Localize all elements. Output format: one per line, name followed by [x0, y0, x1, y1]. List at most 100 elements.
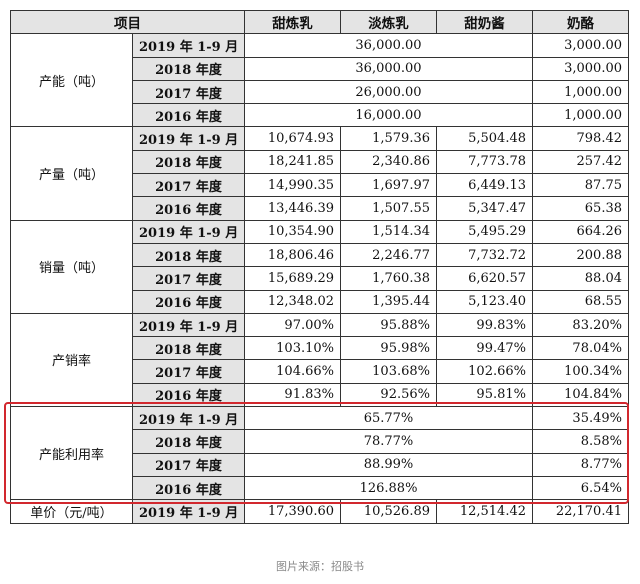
- table-row: 销量（吨） 2019 年 1-9 月 10,354.90 1,514.34 5,495.…: [10, 219, 629, 314]
- value-cell: 2,340.86: [340, 149, 437, 175]
- table-row: 产能利用率 2019 年 1-9 月 65.77% 35.49%: [10, 406, 629, 501]
- cheese-value-cell: 8.58%: [532, 429, 629, 454]
- value-cell: 18,241.85: [244, 149, 341, 175]
- value-cell: 10,526.89: [340, 499, 437, 524]
- table-row: 2018 年度 18,241.85 2,340.86 7,773.78 257.42: [11, 149, 629, 175]
- period-cell: 2018 年度: [132, 56, 245, 81]
- value-cell: 22,170.41: [532, 499, 629, 524]
- table-row: 单价（元/吨） 2019 年 1-9 月 17,390.60 10,526.89 12,…: [10, 499, 629, 524]
- value-cell: 10,674.93: [244, 126, 341, 151]
- combined-value-cell: 16,000.00: [244, 103, 533, 128]
- period-cell: 2018 年度: [132, 336, 245, 361]
- table-row: 2017 年度 104.66% 103.68% 102.66% 100.34%: [11, 359, 629, 384]
- period-cell: 2019 年 1-9 月: [132, 219, 245, 244]
- section-label: 单价（元/吨）: [10, 499, 133, 524]
- value-cell: 6,449.13: [436, 173, 533, 198]
- table-row: 2016 年度 13,446.39 1,507.55 5,347.47 65.38: [11, 196, 629, 221]
- table-row: 2017 年度 88.99% 8.77%: [11, 452, 629, 477]
- table-row: 2016 年度 16,000.00 1,000.00: [11, 103, 629, 128]
- source-caption: 图片来源：招股书: [276, 560, 364, 573]
- table-row: 2018 年度 18,806.46 2,246.77 7,732.72 200.88: [11, 242, 629, 268]
- cheese-value-cell: 1,000.00: [532, 103, 629, 128]
- value-cell: 2,246.77: [340, 242, 437, 268]
- period-cell: 2019 年 1-9 月: [132, 126, 245, 151]
- section-label: 产能（吨）: [10, 33, 133, 128]
- cheese-value-cell: 1,000.00: [532, 79, 629, 105]
- value-cell: 17,390.60: [244, 499, 341, 524]
- header-cheese: 奶酪: [532, 9, 629, 35]
- capacity-table-container: 项目 甜炼乳 淡炼乳 甜奶酱 奶酪 产能（吨） 2019 年 1-9 月 36,00…: [10, 9, 629, 524]
- cheese-value-cell: 8.77%: [532, 452, 629, 477]
- cheese-value-cell: 6.54%: [532, 475, 629, 501]
- value-cell: 5,504.48: [436, 126, 533, 151]
- combined-value-cell: 88.99%: [244, 452, 533, 477]
- period-cell: 2019 年 1-9 月: [132, 33, 245, 58]
- header-evaporated-milk: 淡炼乳: [340, 9, 437, 35]
- period-cell: 2016 年度: [132, 103, 245, 128]
- table-row: 2016 年度 12,348.02 1,395.44 5,123.40 68.55: [11, 289, 629, 314]
- section-label: 产能利用率: [10, 406, 133, 501]
- value-cell: 6,620.57: [436, 266, 533, 291]
- value-cell: 68.55: [532, 289, 629, 314]
- value-cell: 664.26: [532, 219, 629, 244]
- value-cell: 18,806.46: [244, 242, 341, 268]
- table-row: 2017 年度 14,990.35 1,697.97 6,449.13 87.75: [11, 173, 629, 198]
- combined-value-cell: 36,000.00: [244, 56, 533, 81]
- value-cell: 5,495.29: [436, 219, 533, 244]
- combined-value-cell: 65.77%: [244, 406, 533, 431]
- table-row: 2017 年度 15,689.29 1,760.38 6,620.57 88.04: [11, 266, 629, 291]
- value-cell: 104.84%: [532, 382, 629, 408]
- value-cell: 78.04%: [532, 336, 629, 361]
- value-cell: 95.81%: [436, 382, 533, 408]
- header-sweet-milk-sauce: 甜奶酱: [436, 9, 533, 35]
- value-cell: 5,347.47: [436, 196, 533, 221]
- cheese-value-cell: 35.49%: [532, 406, 629, 431]
- table-row: 2018 年度 36,000.00 3,000.00: [11, 56, 629, 81]
- value-cell: 100.34%: [532, 359, 629, 384]
- table-row: 产量（吨） 2019 年 1-9 月 10,674.93 1,579.36 5,504.…: [10, 126, 629, 221]
- value-cell: 1,395.44: [340, 289, 437, 314]
- value-cell: 97.00%: [244, 312, 341, 338]
- table-row: 产能（吨） 2019 年 1-9 月 36,000.00 3,000.00: [10, 33, 629, 128]
- value-cell: 200.88: [532, 242, 629, 268]
- cheese-value-cell: 3,000.00: [532, 33, 629, 58]
- period-cell: 2017 年度: [132, 452, 245, 477]
- section-label: 销量（吨）: [10, 219, 133, 314]
- value-cell: 12,348.02: [244, 289, 341, 314]
- capacity-production-sales-table: 项目 甜炼乳 淡炼乳 甜奶酱 奶酪 产能（吨） 2019 年 1-9 月 36,00…: [10, 9, 629, 524]
- value-cell: 1,697.97: [340, 173, 437, 198]
- value-cell: 95.98%: [340, 336, 437, 361]
- period-cell: 2019 年 1-9 月: [132, 406, 245, 431]
- value-cell: 7,732.72: [436, 242, 533, 268]
- value-cell: 12,514.42: [436, 499, 533, 524]
- table-row: 2017 年度 26,000.00 1,000.00: [11, 79, 629, 105]
- period-cell: 2018 年度: [132, 149, 245, 175]
- value-cell: 104.66%: [244, 359, 341, 384]
- value-cell: 798.42: [532, 126, 629, 151]
- period-cell: 2017 年度: [132, 266, 245, 291]
- value-cell: 99.83%: [436, 312, 533, 338]
- value-cell: 1,507.55: [340, 196, 437, 221]
- value-cell: 7,773.78: [436, 149, 533, 175]
- header-item: 项目: [10, 9, 245, 35]
- header-sweetened-condensed-milk: 甜炼乳: [244, 9, 341, 35]
- value-cell: 15,689.29: [244, 266, 341, 291]
- section-label: 产量（吨）: [10, 126, 133, 221]
- value-cell: 103.10%: [244, 336, 341, 361]
- period-cell: 2017 年度: [132, 79, 245, 105]
- period-cell: 2019 年 1-9 月: [132, 312, 245, 338]
- value-cell: 103.68%: [340, 359, 437, 384]
- table-row: 产销率 2019 年 1-9 月 97.00% 95.88% 99.83% 83.20%: [10, 312, 629, 408]
- value-cell: 102.66%: [436, 359, 533, 384]
- combined-value-cell: 78.77%: [244, 429, 533, 454]
- period-cell: 2016 年度: [132, 196, 245, 221]
- period-cell: 2016 年度: [132, 289, 245, 314]
- period-cell: 2016 年度: [132, 475, 245, 501]
- value-cell: 92.56%: [340, 382, 437, 408]
- cheese-value-cell: 3,000.00: [532, 56, 629, 81]
- period-cell: 2016 年度: [132, 382, 245, 408]
- value-cell: 13,446.39: [244, 196, 341, 221]
- value-cell: 88.04: [532, 266, 629, 291]
- value-cell: 87.75: [532, 173, 629, 198]
- period-cell: 2017 年度: [132, 359, 245, 384]
